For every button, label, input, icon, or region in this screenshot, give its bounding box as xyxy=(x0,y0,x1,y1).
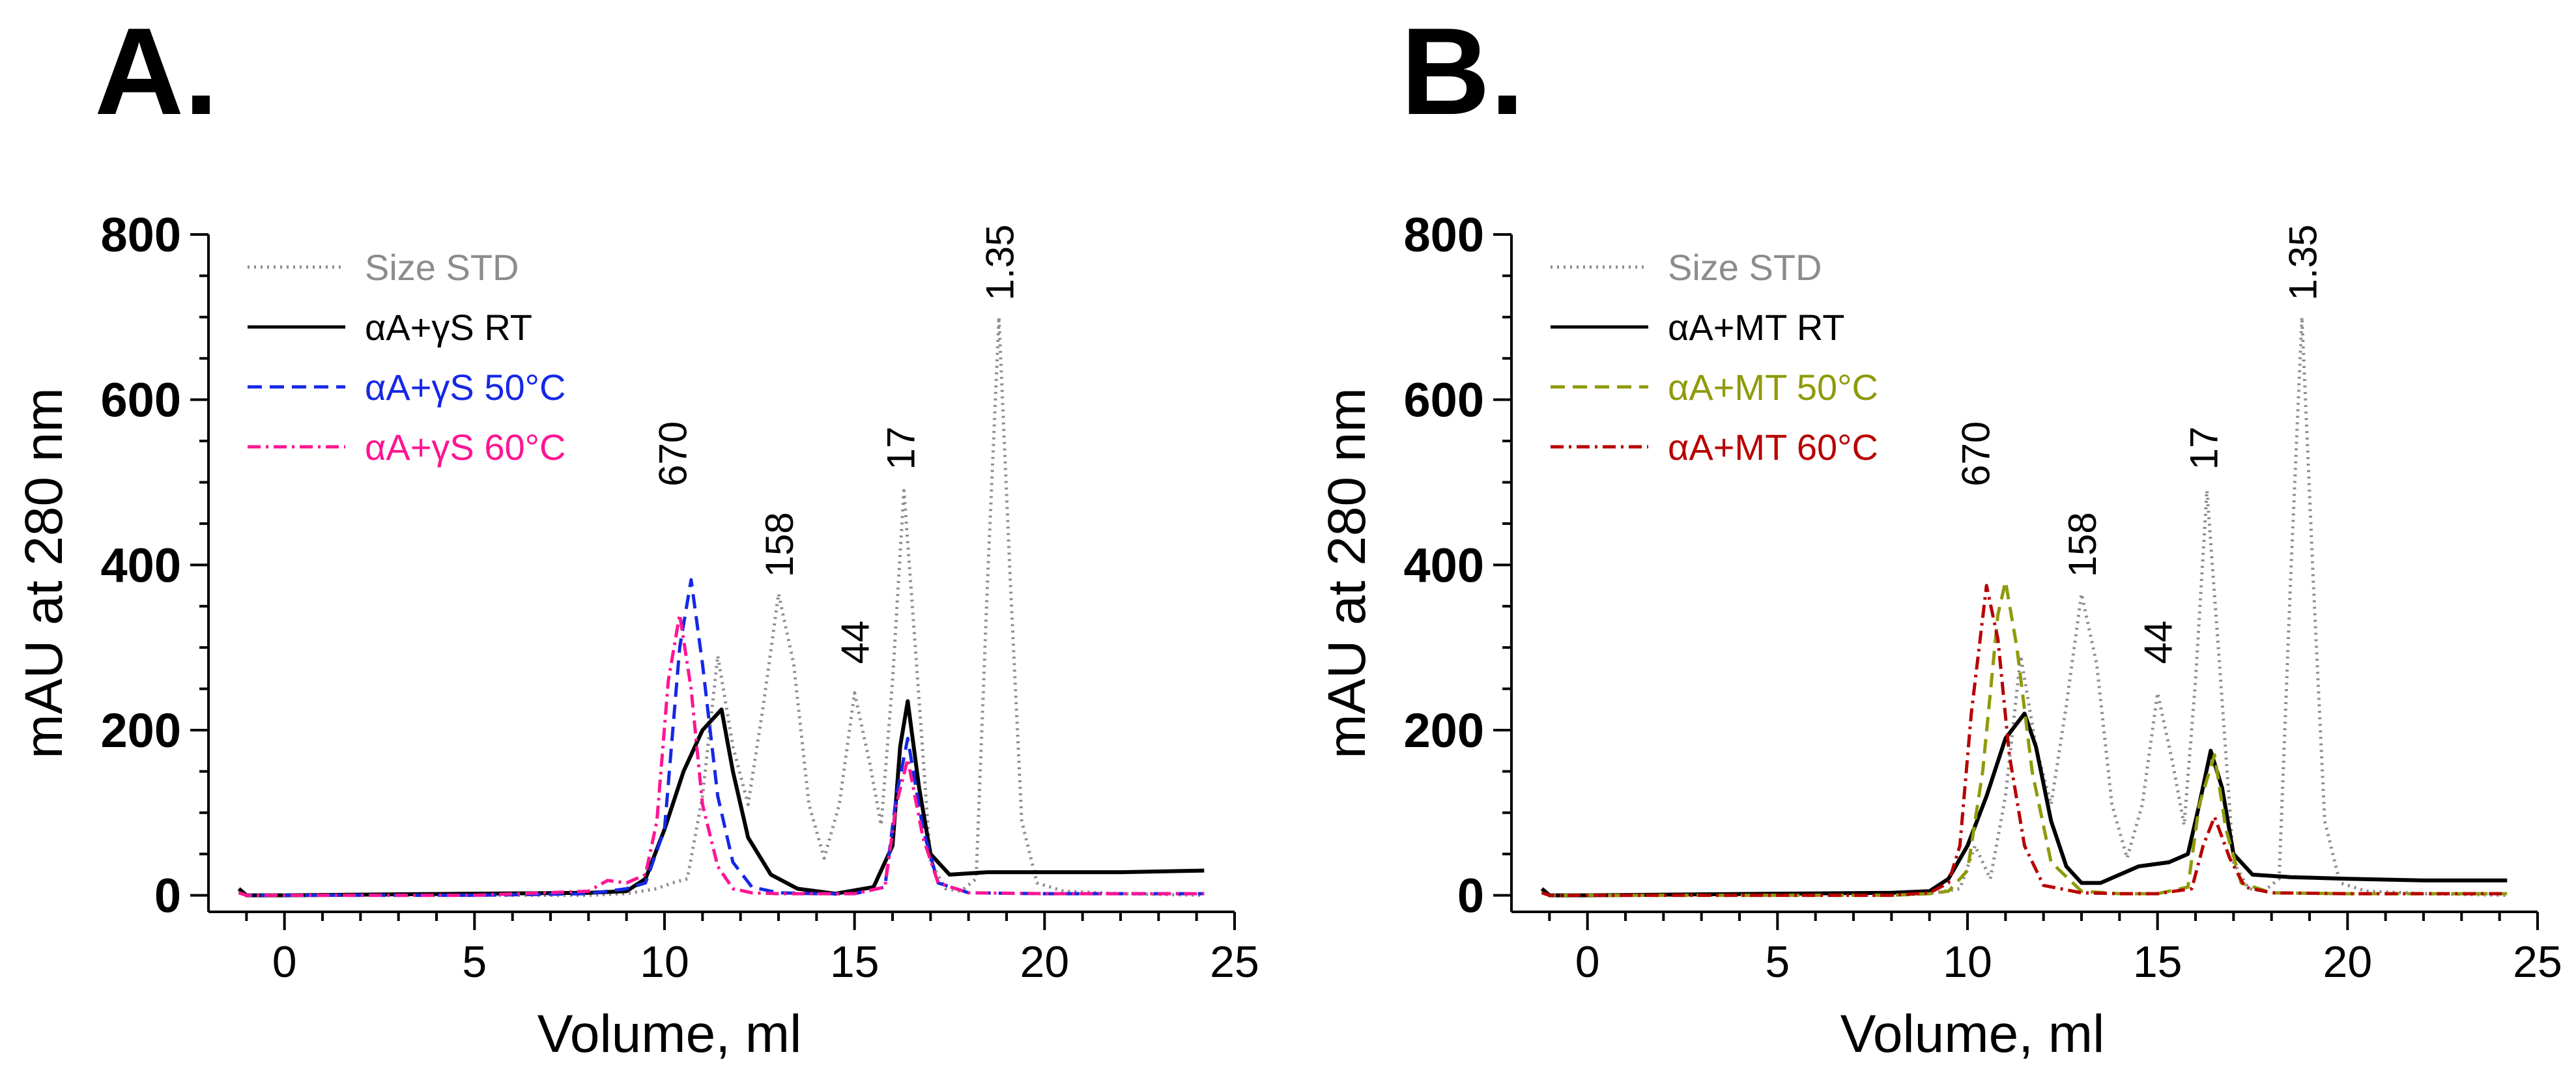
series-line-a-mt-rt xyxy=(1540,711,2508,898)
legend-label: αA+γS 60°C xyxy=(365,427,565,468)
series-line-a-mt-50-c xyxy=(1541,580,2508,898)
y-tick-label: 0 xyxy=(154,869,181,923)
x-tick-label: 15 xyxy=(2133,937,2182,987)
x-tick-label: 25 xyxy=(2513,937,2562,987)
peak-annotation: 44 xyxy=(2137,621,2181,664)
y-tick-label: 200 xyxy=(101,703,181,757)
x-tick-label: 10 xyxy=(1943,937,1992,987)
peak-annotation: 44 xyxy=(834,621,878,664)
peak-annotation: 670 xyxy=(1954,421,1998,487)
x-tick-label: 20 xyxy=(1020,937,1070,987)
x-axis-title: Volume, ml xyxy=(537,1004,802,1064)
series-line-a-mt-60-c xyxy=(1541,584,2508,898)
y-tick-label: 400 xyxy=(1404,538,1484,592)
peak-annotation: 1.35 xyxy=(2281,225,2325,301)
panel-label: A. xyxy=(94,3,218,141)
x-tick-label: 5 xyxy=(1765,937,1790,987)
y-tick-label: 400 xyxy=(101,538,181,592)
y-axis-title: mAU at 280 nm xyxy=(14,388,74,759)
series-line-a-s-60-c xyxy=(238,612,1205,898)
legend-label: αA+MT 50°C xyxy=(1668,367,1878,408)
peak-annotation: 1.35 xyxy=(978,225,1022,301)
legend-label: αA+γS RT xyxy=(365,307,532,348)
legend-label: Size STD xyxy=(1668,247,1822,288)
peak-annotation: 17 xyxy=(2182,427,2226,470)
chart-panel-b: B. 0 5 10 15 20 25 0 200 400 600 800 Volume, ml mAU a… xyxy=(1317,3,2562,1064)
x-tick-label: 10 xyxy=(640,937,689,987)
panel-label: B. xyxy=(1401,3,1524,141)
y-tick-label: 200 xyxy=(1404,703,1484,757)
series-line-a-s-rt xyxy=(237,699,1205,898)
y-tick-label: 800 xyxy=(1404,208,1484,262)
series-line-a-s-50-c xyxy=(238,578,1205,898)
x-tick-label: 0 xyxy=(1575,937,1600,987)
x-tick-label: 25 xyxy=(1210,937,1259,987)
peak-annotation: 158 xyxy=(2061,512,2104,577)
x-tick-label: 5 xyxy=(462,937,487,987)
x-tick-label: 0 xyxy=(272,937,297,987)
peak-annotation: 17 xyxy=(880,427,923,470)
legend-label: Size STD xyxy=(365,247,519,288)
legend-label: αA+γS 50°C xyxy=(365,367,565,408)
legend-label: αA+MT 60°C xyxy=(1668,427,1878,468)
y-tick-label: 800 xyxy=(101,208,181,262)
y-axis-title: mAU at 280 nm xyxy=(1317,388,1377,759)
x-tick-label: 20 xyxy=(2323,937,2373,987)
legend-label: αA+MT RT xyxy=(1668,307,1844,348)
x-axis-title: Volume, ml xyxy=(1840,1004,2105,1064)
y-tick-label: 600 xyxy=(101,373,181,427)
peak-annotation: 670 xyxy=(651,421,695,487)
peak-annotation: 158 xyxy=(758,512,801,577)
x-tick-label: 15 xyxy=(830,937,880,987)
y-tick-label: 0 xyxy=(1457,869,1484,923)
chart-panel-a: A. 0 5 10 15 20 25 0 200 400 600 800 Volume, ml mAU a… xyxy=(14,3,1259,1064)
y-tick-label: 600 xyxy=(1404,373,1484,427)
